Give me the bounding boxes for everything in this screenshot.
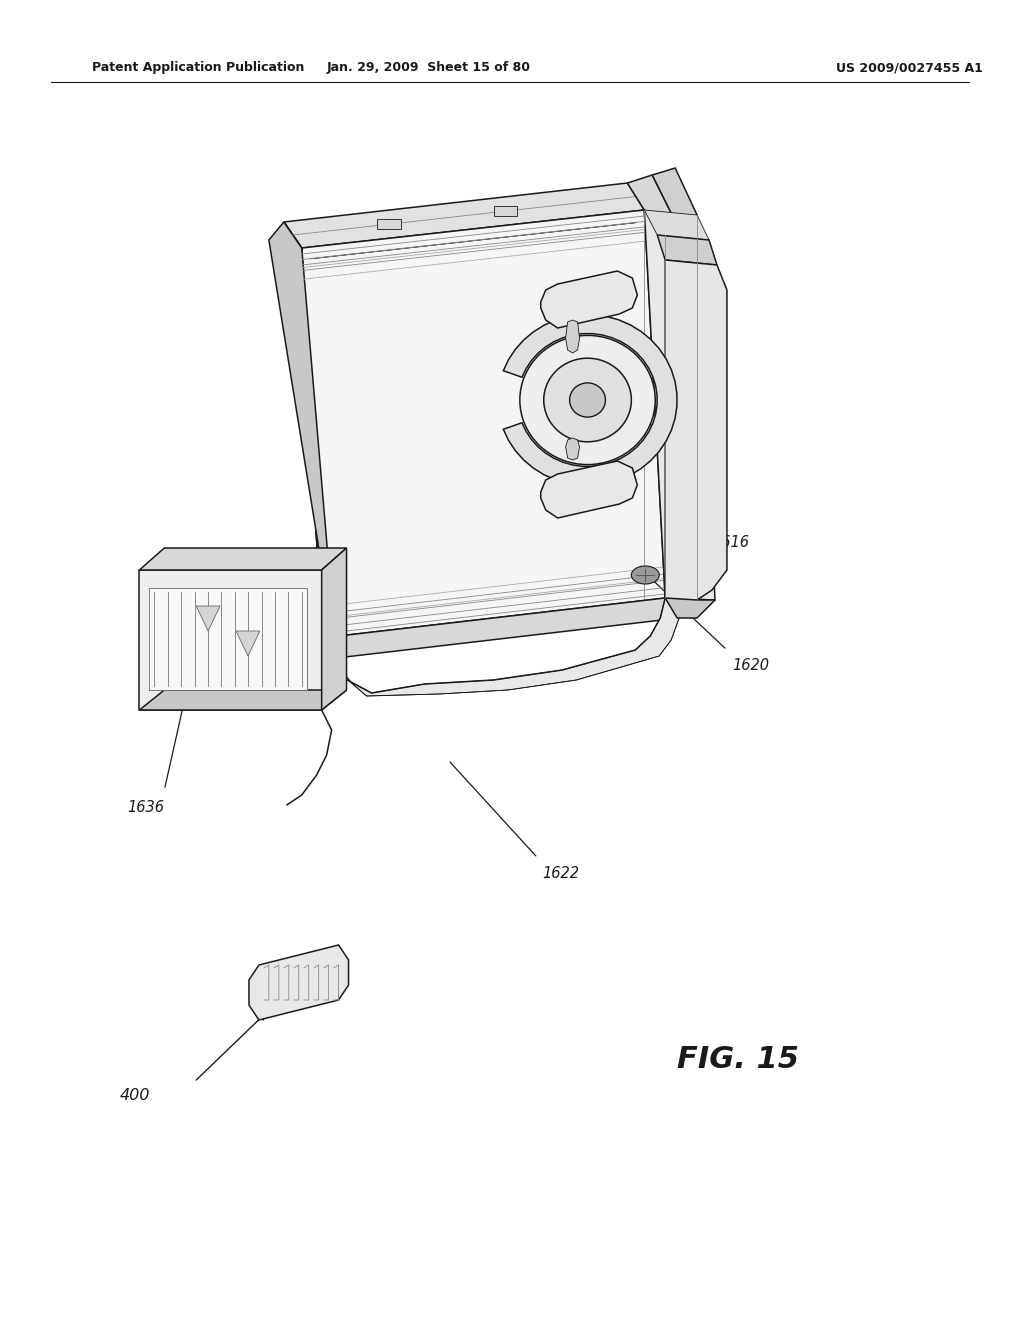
Polygon shape (197, 606, 220, 631)
Polygon shape (504, 314, 677, 486)
Polygon shape (666, 598, 715, 618)
Text: Patent Application Publication: Patent Application Publication (91, 62, 304, 74)
Polygon shape (139, 548, 346, 570)
Ellipse shape (544, 358, 632, 442)
Polygon shape (565, 438, 580, 459)
Polygon shape (644, 210, 709, 240)
Polygon shape (302, 210, 666, 638)
Polygon shape (236, 631, 260, 656)
Polygon shape (322, 548, 346, 710)
Ellipse shape (632, 566, 659, 583)
Polygon shape (494, 206, 517, 216)
Polygon shape (284, 183, 644, 248)
Text: 1620: 1620 (732, 657, 769, 673)
Polygon shape (644, 210, 715, 601)
Text: Jan. 29, 2009  Sheet 15 of 80: Jan. 29, 2009 Sheet 15 of 80 (327, 62, 530, 74)
Ellipse shape (520, 335, 655, 465)
Text: US 2009/0027455 A1: US 2009/0027455 A1 (837, 62, 983, 74)
Polygon shape (541, 461, 637, 517)
Polygon shape (150, 587, 307, 690)
Text: 1622: 1622 (543, 866, 580, 880)
Polygon shape (657, 235, 717, 265)
Polygon shape (139, 570, 322, 710)
Polygon shape (652, 168, 697, 224)
Polygon shape (269, 222, 337, 657)
Ellipse shape (569, 383, 605, 417)
Text: 1616: 1616 (712, 535, 749, 550)
Text: 1636: 1636 (127, 800, 165, 814)
Text: FIG. 15: FIG. 15 (677, 1045, 799, 1074)
Polygon shape (565, 319, 580, 352)
Polygon shape (311, 223, 636, 259)
Polygon shape (284, 222, 337, 657)
Polygon shape (322, 598, 679, 696)
Polygon shape (249, 945, 348, 1020)
Text: 400: 400 (120, 1089, 150, 1104)
Polygon shape (541, 271, 637, 327)
Polygon shape (377, 219, 400, 230)
Polygon shape (322, 598, 679, 657)
Polygon shape (666, 260, 727, 605)
Polygon shape (139, 690, 346, 710)
Polygon shape (628, 176, 677, 224)
